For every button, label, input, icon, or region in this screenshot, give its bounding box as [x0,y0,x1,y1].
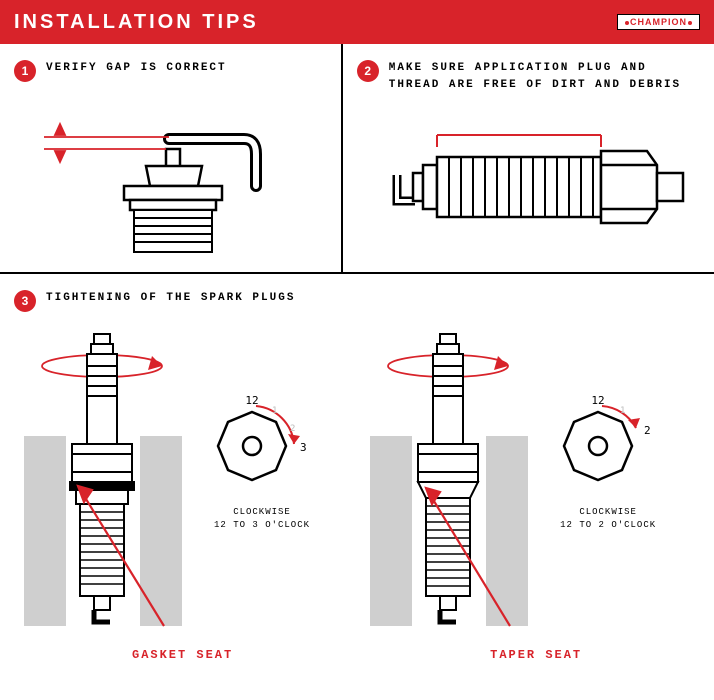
svg-text:1: 1 [272,406,277,416]
gasket-dial-label: CLOCKWISE12 TO 3 O'CLOCK [214,506,310,531]
taper-seat-label: TAPER SEAT [490,648,582,662]
svg-text:3: 3 [300,441,307,454]
brand-badge: CHAMPION [617,14,700,30]
svg-text:12: 12 [592,394,605,407]
step-1-panel: 1 VERIFY GAP IS CORRECT [0,44,343,272]
gasket-plug-diagram: 12 1 2 3 [14,326,354,636]
step-2-panel: 2 MAKE SURE APPLICATION PLUG AND THREAD … [343,44,714,272]
thread-diagram [357,105,697,255]
gap-diagram [14,94,314,254]
header-bar: INSTALLATION TIPS CHAMPION [0,0,714,44]
step-3-text: TIGHTENING OF THE SPARK PLUGS [46,290,295,307]
svg-text:2: 2 [290,424,295,434]
top-row: 1 VERIFY GAP IS CORRECT [0,44,714,274]
step-1-text: VERIFY GAP IS CORRECT [46,60,227,77]
step-2-text: MAKE SURE APPLICATION PLUG AND THREAD AR… [389,60,700,93]
svg-text:1: 1 [620,406,625,416]
step-3-badge: 3 [14,290,36,312]
svg-text:12: 12 [245,394,258,407]
gasket-seat-label: GASKET SEAT [132,648,233,662]
taper-dial-label: CLOCKWISE12 TO 2 O'CLOCK [560,506,656,531]
page-title: INSTALLATION TIPS [14,11,259,34]
taper-panel: 12 1 2 CLOCKWISE12 TO 2 O'CLOCK TAPER SE… [360,326,696,662]
step-1-badge: 1 [14,60,36,82]
step-2-badge: 2 [357,60,379,82]
gasket-panel: 12 1 2 3 CLOCKWISE12 TO 3 O'CLOCK GASKET… [14,326,350,662]
step-3-panel: 3 TIGHTENING OF THE SPARK PLUGS [0,274,714,678]
taper-plug-diagram: 12 1 2 [360,326,700,636]
svg-text:2: 2 [644,424,651,437]
